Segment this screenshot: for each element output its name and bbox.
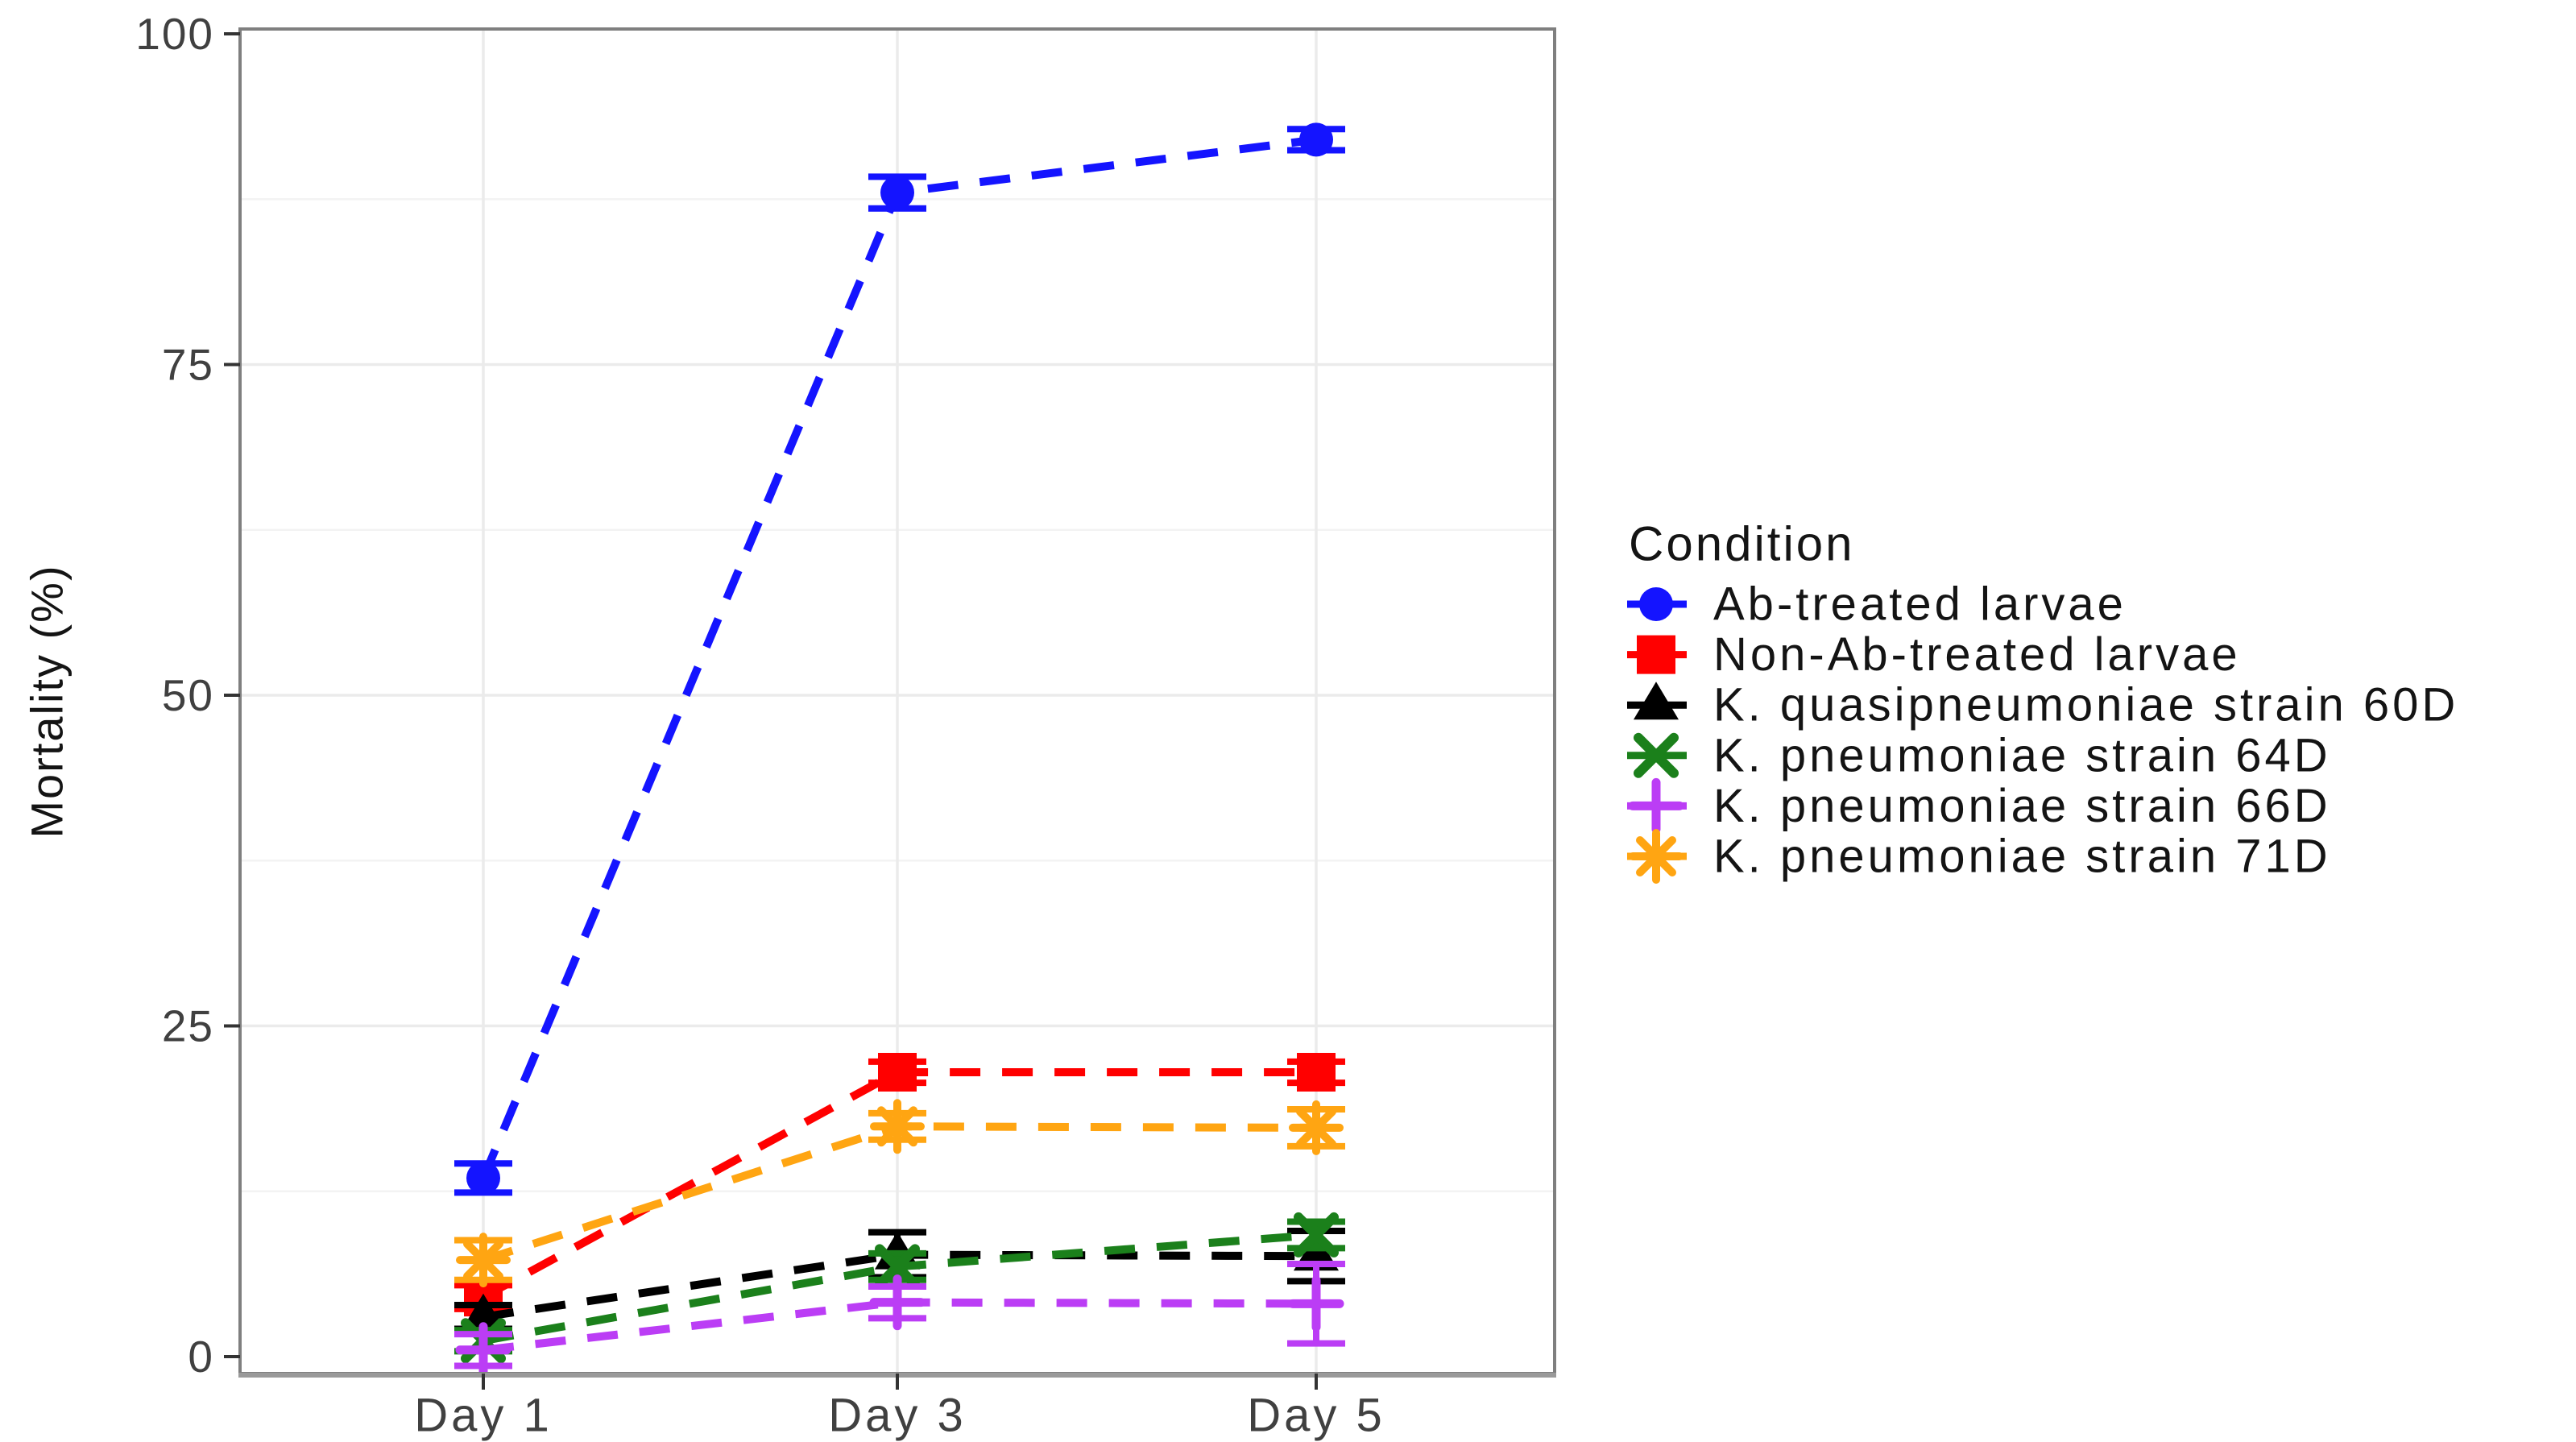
data-point-x [1294,1212,1339,1258]
legend-item-label: K. pneumoniae strain 64D [1713,729,2331,781]
legend-item: K. quasipneumoniae strain 60D [1627,679,2458,731]
legend: Condition Ab-treated larvaeNon-Ab-treated… [1627,517,2458,884]
data-point-circle [466,1161,500,1195]
series-4 [454,1261,1345,1374]
legend-item: Non-Ab-treated larvae [1627,628,2241,681]
data-point-x [875,1244,920,1290]
series-layer [454,122,1345,1374]
series-line [482,1250,1317,1321]
y-tick-label: 25 [162,1001,214,1051]
data-point-plus [1288,1275,1344,1332]
data-point-asterisk [870,1099,925,1154]
series-line [481,1067,1316,1301]
data-point-square [1297,1052,1336,1092]
legend-item: K. pneumoniae strain 71D [1627,829,2331,884]
y-tick-label: 0 [188,1332,214,1382]
legend-item: K. pneumoniae strain 66D [1627,777,2331,834]
legend-title: Condition [1629,517,1855,571]
series-0 [454,122,1345,1196]
data-point-plus [1628,777,1684,834]
data-point-x [1634,732,1679,778]
data-point-triangle [461,1293,506,1332]
legend-item: Ab-treated larvae [1627,578,2127,631]
y-tick-label: 75 [162,340,214,390]
axes-layer: 0 25 50 75 100 Day 1 Day 3 Day 5 Mortality (%) [22,9,1385,1442]
data-point-plus [869,1274,926,1331]
series-5 [454,1099,1345,1288]
data-point-circle [1299,122,1333,157]
y-axis-title: Mortality (%) [22,564,72,838]
data-point-asterisk [1289,1100,1344,1155]
y-tick-label: 50 [162,670,214,720]
series-line [482,1298,1317,1354]
x-tick-label: Day 3 [828,1390,967,1442]
legend-item-label: Non-Ab-treated larvae [1713,628,2241,681]
x-tick-label: Day 1 [414,1390,553,1442]
data-point-square [1637,635,1675,674]
data-point-circle [1639,587,1673,621]
legend-item: K. pneumoniae strain 64D [1627,729,2331,781]
data-point-square [878,1052,917,1092]
legend-item-label: K. quasipneumoniae strain 60D [1713,679,2458,731]
legend-item-label: Ab-treated larvae [1713,578,2127,631]
data-point-asterisk [1629,829,1684,884]
x-tick-label: Day 5 [1247,1390,1385,1442]
data-point-asterisk [456,1233,511,1288]
data-point-triangle [1634,682,1679,720]
y-tick-label: 100 [135,9,214,59]
data-point-plus [455,1322,511,1374]
data-point-circle [880,176,914,210]
legend-item-label: K. pneumoniae strain 66D [1713,780,2331,832]
legend-item-label: K. pneumoniae strain 71D [1713,831,2331,883]
